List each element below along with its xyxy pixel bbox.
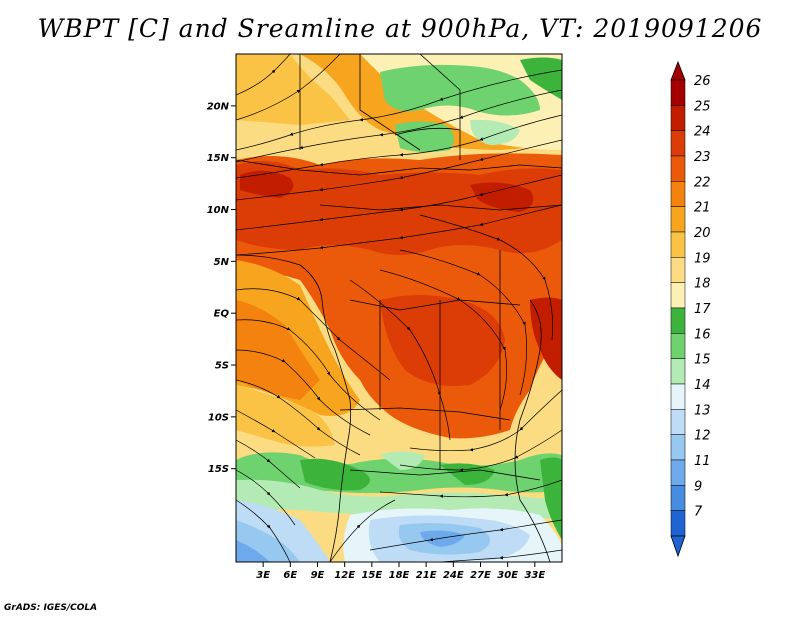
lon-tick-label: 30E [497,570,518,581]
wbpt-region-south-green-17C [300,458,370,491]
colorbar-swatch [670,333,686,359]
colorbar-swatch [670,130,686,157]
lat-tick-label: EQ [214,309,230,320]
colorbar-swatch [670,155,686,182]
lon-tick-label: 27E [470,570,491,581]
lon-tick-label: 15E [361,570,382,581]
lat-tick-label: 10N [207,205,230,216]
colorbar-label: 18 [694,277,711,292]
wbpt-region-southwest-11C [236,540,270,562]
colorbar-swatch [670,206,686,233]
lat-tick-label: 10S [208,412,229,423]
colorbar-swatch [670,383,686,410]
colorbar-label: 26 [694,74,711,89]
wbpt-region-north-green-2 [395,121,454,153]
lon-tick-label: 3E [256,570,270,581]
wbpt-region-west-25C [240,170,294,198]
latitude-axis: 20N 15N 10N 5N EQ 5S 10S 15S [207,101,236,475]
longitude-axis: 3E 6E 9E 12E 15E 18E 21E 24E 27E 30E 33E [256,562,545,581]
lon-tick-label: 18E [389,570,410,581]
wbpt-region-south-15C-patch [380,451,425,470]
colorbar-label: 15 [694,353,711,368]
colorbar-swatch [670,307,686,334]
colorbar-swatch [670,434,686,461]
lon-tick-label: 6E [283,570,297,581]
colorbar-label: 16 [694,327,711,342]
colorbar-swatch [670,510,686,537]
colorbar-top-arrow [670,60,686,81]
lat-tick-label: 5N [214,257,230,268]
wbpt-region-northeast-green [520,57,562,100]
colorbar-label: 25 [694,99,711,114]
colorbar-label: 20 [694,226,711,241]
grads-credit: GrADS: IGES/COLA [4,603,98,613]
colorbar-label: 14 [694,378,711,393]
colorbar-label: 24 [694,125,711,140]
lon-tick-label: 24E [443,570,464,581]
colorbar-label: 9 [694,479,702,494]
colorbar-swatch [670,459,686,486]
wbpt-region-southeast-green [540,457,562,540]
colorbar-swatch [670,485,686,511]
wbpt-region-east-lakes-25C [530,297,562,380]
colorbar-swatch [670,79,686,106]
wbpt-region-east-25C [470,182,534,212]
colorbar-swatch [670,409,686,435]
colorbar: 26 25 24 23 22 21 20 19 18 17 16 15 14 13 12 11 9 7 [670,60,711,558]
colorbar-swatch [670,181,686,207]
lon-tick-label: 12E [334,570,355,581]
colorbar-bottom-arrow [670,535,686,558]
lat-tick-label: 15S [208,464,229,475]
lon-tick-label: 33E [524,570,545,581]
colorbar-label: 12 [694,429,711,444]
colorbar-label: 19 [694,251,711,266]
colorbar-label: 23 [694,150,711,165]
colorbar-label: 11 [694,454,711,469]
colorbar-swatch [670,231,686,258]
colorbar-label: 21 [694,201,711,216]
colorbar-swatch [670,282,686,309]
lon-tick-label: 21E [416,570,437,581]
lon-tick-label: 9E [311,570,325,581]
lat-tick-label: 5S [215,361,229,372]
lat-tick-label: 20N [207,101,230,112]
colorbar-swatch [670,358,686,385]
colorbar-label: 17 [694,302,711,317]
map-plot-area [236,54,562,562]
colorbar-swatch [670,257,686,283]
streamlines [236,54,562,562]
colorbar-label: 7 [694,505,703,520]
colorbar-label: 13 [694,403,711,418]
chart-title: WBPT [C] and Sreamline at 900hPa, VT: 20… [37,14,763,43]
lat-tick-label: 15N [207,153,230,164]
colorbar-swatch [670,105,686,131]
colorbar-label: 22 [694,175,711,190]
